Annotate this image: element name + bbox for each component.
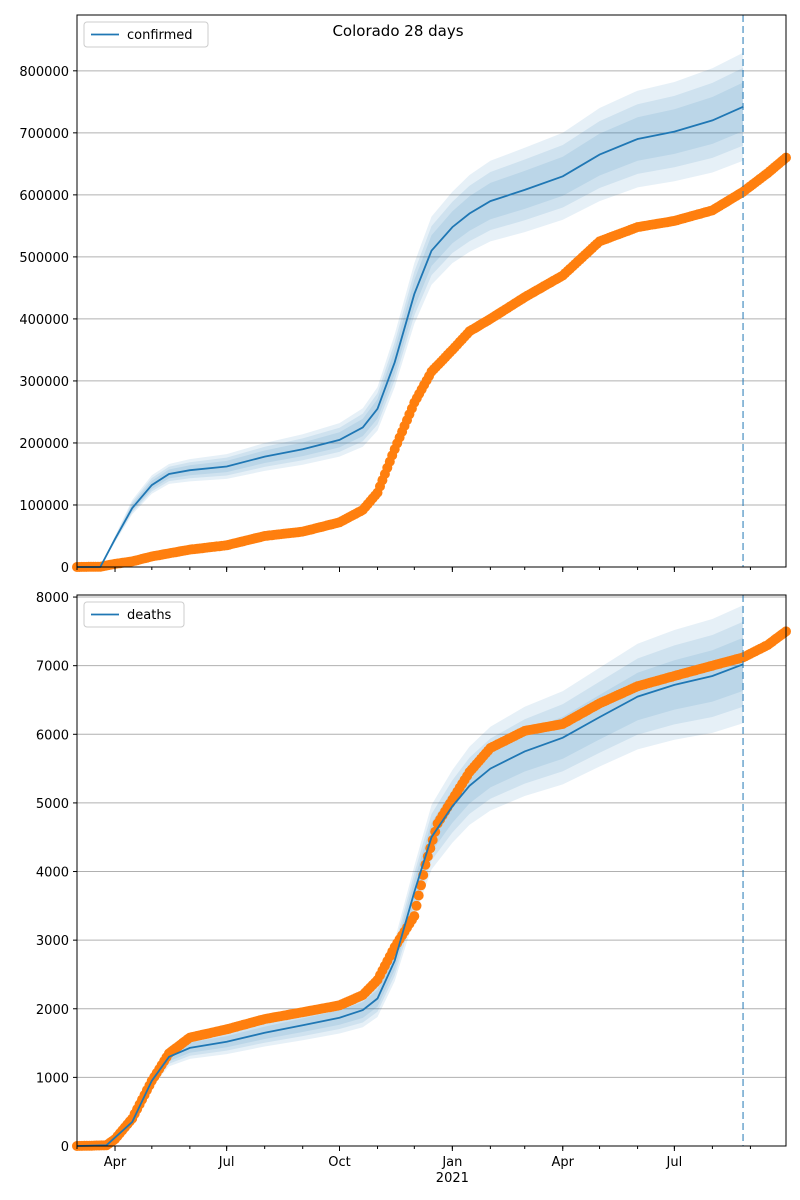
y-tick-label: 3000 (36, 934, 69, 949)
observed-point (409, 911, 420, 922)
y-tick-label: 8000 (36, 591, 69, 606)
legend-box (83, 601, 185, 628)
x-tick-label: Apr (552, 1155, 575, 1170)
y-tick-label: 7000 (36, 660, 69, 675)
uncertainty-band (77, 605, 744, 1146)
uncertainty-band (77, 621, 744, 1146)
figure-title: Colorado 28 days (332, 22, 463, 40)
y-tick-label: 4000 (36, 866, 69, 881)
x-tick-label: Jan (441, 1155, 462, 1170)
axes-frame (76, 14, 787, 568)
y-tick-label: 500000 (19, 251, 69, 266)
y-tick-label: 2000 (36, 1003, 69, 1018)
y-tick-label: 1000 (36, 1071, 69, 1086)
y-tick-label: 300000 (19, 375, 69, 390)
legend-label: confirmed (127, 28, 193, 43)
observed-point (413, 890, 424, 901)
model-line (76, 663, 744, 1147)
deaths-panel: 0 1000 2000 3000 4000 5000 6000 7000 8000 Apr Jul O… (36, 591, 791, 1186)
axes-frame (76, 594, 787, 1147)
x-tick-label: Jul (218, 1155, 235, 1170)
x-tick-label: Jul (666, 1155, 683, 1170)
y-tick-label: 200000 (19, 437, 69, 452)
y-tick-label: 100000 (19, 499, 69, 514)
model-line (77, 105, 744, 568)
confirmed-panel: 0 100000 200000 300000 400000 500000 600000 700… (19, 14, 791, 576)
legend-box (83, 21, 209, 48)
x-tick-label: Oct (328, 1155, 350, 1170)
legend-label: deaths (127, 608, 172, 623)
y-tick-label: 800000 (19, 65, 69, 80)
observed-point (411, 900, 422, 911)
y-tick-label: 6000 (36, 728, 69, 743)
y-tick-label: 0 (61, 561, 69, 576)
uncertainty-band (77, 67, 744, 568)
y-tick-label: 5000 (36, 797, 69, 812)
legend: confirmed (83, 21, 209, 48)
observed-point (416, 880, 426, 891)
y-tick-label: 700000 (19, 127, 69, 142)
x-tick-label: Apr (104, 1155, 127, 1170)
y-tick-label: 0 (61, 1140, 69, 1155)
uncertainty-band (77, 637, 744, 1146)
x-year-label: 2021 (436, 1171, 469, 1186)
legend: deaths (83, 601, 185, 628)
y-tick-label: 400000 (19, 313, 69, 328)
y-tick-label: 600000 (19, 189, 69, 204)
